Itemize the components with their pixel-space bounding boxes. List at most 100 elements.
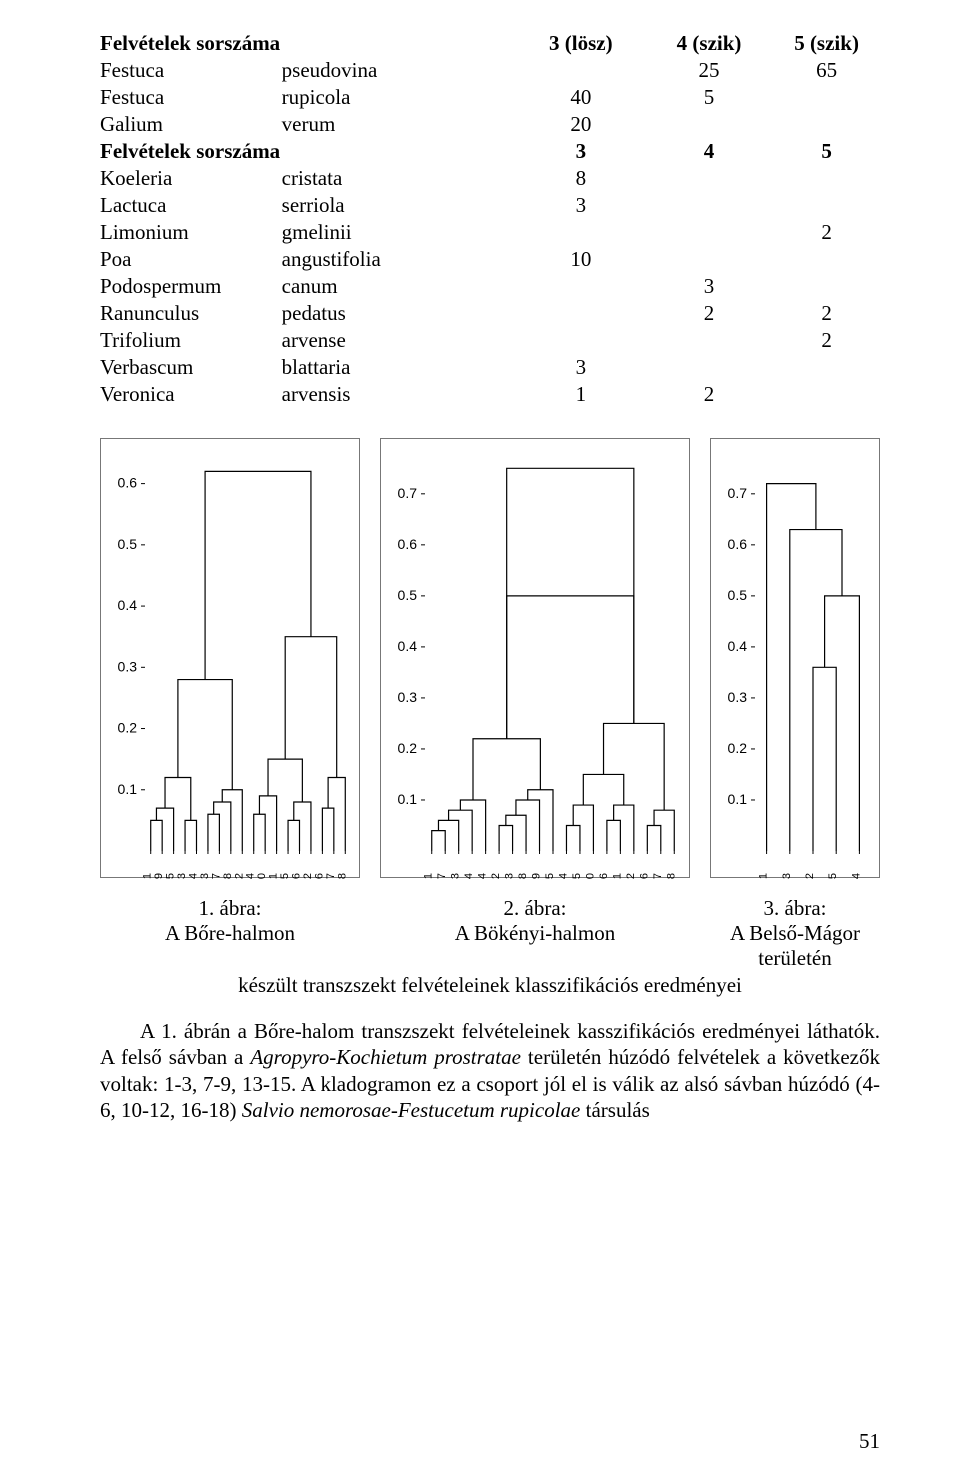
table-cell: 65: [773, 57, 880, 84]
table-cell: Podospermum: [100, 273, 282, 300]
table-cell: 2: [773, 300, 880, 327]
table-cell: [773, 111, 880, 138]
svg-text:6: 6: [598, 873, 610, 879]
table-cell: [645, 192, 773, 219]
svg-text:8: 8: [517, 873, 529, 879]
table-cell: 2: [773, 327, 880, 354]
table-cell: 2: [645, 300, 773, 327]
svg-text:0.5: 0.5: [118, 536, 138, 552]
svg-text:2: 2: [490, 873, 502, 879]
table-cell: 4: [645, 138, 773, 165]
table-cell: angustifolia: [282, 246, 517, 273]
figure-row: 0.10.20.30.40.50.61915131437824101156121…: [100, 438, 880, 878]
table-cell: verum: [282, 111, 517, 138]
caption-3a: 3. ábra:: [710, 896, 880, 921]
body-paragraph: A 1. ábrán a Bőre-halom transzszekt felv…: [100, 1018, 880, 1123]
dendrogram-2: 0.10.20.30.40.50.60.71713144238915451061…: [380, 438, 690, 878]
table-cell: 25: [645, 57, 773, 84]
table-cell: Poa: [100, 246, 282, 273]
svg-text:0.6: 0.6: [398, 536, 418, 552]
table-cell: Ranunculus: [100, 300, 282, 327]
caption-3b: A Belső-Mágor területén: [710, 921, 880, 971]
svg-text:1: 1: [142, 873, 154, 879]
table-cell: Verbascum: [100, 354, 282, 381]
table-cell: [517, 327, 645, 354]
svg-text:0.6: 0.6: [118, 475, 138, 491]
svg-text:0.1: 0.1: [728, 791, 748, 807]
svg-text:11: 11: [611, 873, 623, 879]
svg-text:18: 18: [665, 873, 677, 879]
table-cell: [517, 273, 645, 300]
table-cell: 5: [773, 138, 880, 165]
page-number: 51: [859, 1429, 880, 1454]
svg-text:3: 3: [781, 873, 793, 879]
svg-text:0.7: 0.7: [728, 485, 748, 501]
table-cell: Limonium: [100, 219, 282, 246]
table-cell: [645, 219, 773, 246]
table-cell: pseudovina: [282, 57, 517, 84]
table-cell: Festuca: [100, 57, 282, 84]
body-text-italic: Agropyro-Kochietum prostratae: [250, 1045, 521, 1069]
table-cell: arvense: [282, 327, 517, 354]
table-cell: 3: [517, 138, 645, 165]
table-cell: [645, 354, 773, 381]
svg-text:9: 9: [153, 873, 165, 879]
svg-text:16: 16: [638, 873, 650, 879]
svg-text:17: 17: [652, 873, 664, 879]
table-cell: [517, 219, 645, 246]
table-cell: 8: [517, 165, 645, 192]
svg-text:3: 3: [504, 873, 516, 879]
svg-text:0.1: 0.1: [118, 781, 138, 797]
table-cell: [645, 111, 773, 138]
table-cell: 20: [517, 111, 645, 138]
table-cell: [773, 246, 880, 273]
body-text: társulás: [580, 1098, 649, 1122]
svg-text:2: 2: [804, 873, 816, 879]
table-cell: [517, 300, 645, 327]
svg-text:7: 7: [210, 873, 222, 879]
table-cell: blattaria: [282, 354, 517, 381]
svg-text:12: 12: [625, 873, 637, 879]
table-cell: cristata: [282, 165, 517, 192]
svg-text:13: 13: [450, 873, 462, 879]
table-cell: 1: [517, 381, 645, 408]
table-cell: Veronica: [100, 381, 282, 408]
table-cell: serriola: [282, 192, 517, 219]
svg-text:16: 16: [313, 873, 325, 879]
svg-text:3: 3: [199, 873, 211, 879]
svg-text:0.6: 0.6: [728, 536, 748, 552]
svg-text:13: 13: [176, 873, 188, 879]
table-cell: 2: [773, 219, 880, 246]
table-header: Felvételek sorszáma: [100, 30, 517, 57]
table-cell: [645, 246, 773, 273]
svg-text:0.4: 0.4: [118, 597, 138, 613]
caption-2b: A Bökényi-halmon: [380, 921, 690, 946]
svg-text:0.5: 0.5: [728, 587, 748, 603]
table-cell: [773, 273, 880, 300]
svg-text:10: 10: [584, 873, 596, 879]
svg-text:15: 15: [165, 873, 177, 879]
table-cell: 3: [517, 192, 645, 219]
svg-text:4: 4: [557, 873, 569, 879]
svg-text:0.2: 0.2: [118, 720, 138, 736]
caption-2a: 2. ábra:: [380, 896, 690, 921]
table-cell: [645, 327, 773, 354]
caption-1a: 1. ábra:: [100, 896, 360, 921]
svg-text:0.4: 0.4: [728, 638, 748, 654]
caption-row: 1. ábra: A Bőre-halmon 2. ábra: A Bökény…: [100, 896, 880, 971]
table-cell: [773, 192, 880, 219]
svg-text:0.4: 0.4: [398, 638, 418, 654]
table-cell: [773, 381, 880, 408]
table-cell: 40: [517, 84, 645, 111]
svg-text:1: 1: [423, 873, 435, 879]
svg-text:12: 12: [302, 873, 314, 879]
table-cell: 5: [645, 84, 773, 111]
dendrogram-3: 0.10.20.30.40.50.60.713254: [710, 438, 880, 878]
svg-text:8: 8: [222, 873, 234, 879]
svg-text:4: 4: [245, 873, 257, 879]
table-cell: Trifolium: [100, 327, 282, 354]
table-cell: 3: [645, 273, 773, 300]
svg-text:2: 2: [233, 873, 245, 879]
table-cell: gmelinii: [282, 219, 517, 246]
svg-text:0.2: 0.2: [398, 740, 418, 756]
